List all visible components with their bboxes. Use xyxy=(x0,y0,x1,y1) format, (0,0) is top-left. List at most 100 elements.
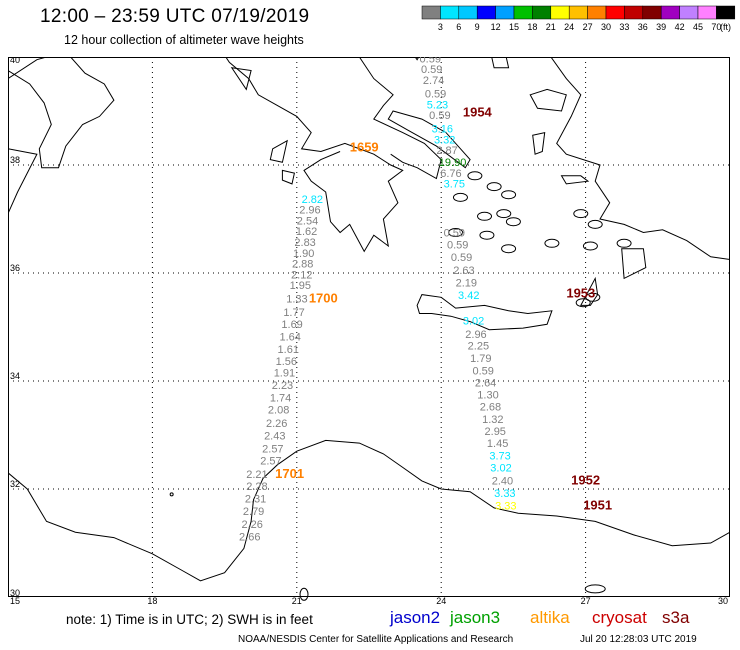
page-title: 12:00 – 23:59 UTC 07/19/2019 xyxy=(40,6,310,27)
generated-time: Jul 20 12:28:03 UTC 2019 xyxy=(580,634,697,645)
wave-height-value: 1.30 xyxy=(477,389,498,401)
wave-height-value: 2.31 xyxy=(245,494,266,506)
color-scale-bar xyxy=(421,5,736,20)
aegean-island xyxy=(479,230,495,240)
legend-item-cryosat: cryosat xyxy=(592,608,647,627)
evia-coast xyxy=(387,110,471,169)
wave-height-value: 2.66 xyxy=(239,531,260,543)
crete-coast xyxy=(416,294,553,331)
wave-height-value: 3.32 xyxy=(434,134,455,146)
pass-time-label: 1954 xyxy=(463,104,493,119)
aegean-island xyxy=(467,171,483,181)
wave-height-value: 19.90 xyxy=(439,157,467,169)
lat-tick-label: 30 xyxy=(10,588,20,598)
color-scale-tick-label: 30 xyxy=(600,22,611,32)
wave-height-value: 2.25 xyxy=(468,341,489,353)
color-scale-swatch xyxy=(697,5,717,20)
color-scale-tick-label: 27 xyxy=(582,22,593,32)
wave-height-value: 1.32 xyxy=(482,414,503,426)
aegean-island xyxy=(587,219,603,229)
aegean-island xyxy=(477,211,493,221)
color-scale-swatch xyxy=(495,5,515,20)
legend-item-s3a: s3a xyxy=(662,608,690,627)
color-scale-tick-label: 15 xyxy=(508,22,519,32)
color-scale-swatch xyxy=(440,5,460,20)
color-scale-swatch xyxy=(458,5,478,20)
lesbos-coast xyxy=(529,88,567,112)
map-frame xyxy=(8,57,730,597)
wave-height-value: 2.87 xyxy=(436,145,457,157)
satellite-track: 0.590.592.740.595.230.593.163.322.8719.9… xyxy=(420,57,517,513)
lat-tick-label: 34 xyxy=(10,371,20,381)
wave-height-value: 1.79 xyxy=(470,353,491,365)
credit-line: NOAA/NESDIS Center for Satellite Applica… xyxy=(238,634,514,645)
page-subtitle: 12 hour collection of altimeter wave hei… xyxy=(64,33,304,47)
wave-height-value: 1.64 xyxy=(279,332,300,344)
aegean-island xyxy=(505,217,521,227)
wave-height-value: 0.59 xyxy=(425,89,446,101)
wave-height-value: 2.95 xyxy=(485,426,506,438)
color-scale-swatch xyxy=(550,5,570,20)
wave-height-value: 2.57 xyxy=(262,443,283,455)
color-scale-tick-label: 21 xyxy=(545,22,556,32)
color-scale-swatch xyxy=(716,5,736,20)
color-scale-tick-label: 39 xyxy=(656,22,667,32)
lat-tick-label: 36 xyxy=(10,263,20,273)
aegean-island xyxy=(448,228,464,237)
turkey-west-coast xyxy=(550,57,730,260)
color-scale-tick-label: 9 xyxy=(474,22,480,32)
karpathos-coast xyxy=(579,276,599,306)
color-scale-tick-label: 24 xyxy=(564,22,575,32)
wave-height-value: 3.33 xyxy=(494,488,515,500)
wave-height-value: 2.21 xyxy=(246,469,267,481)
wave-height-value: 0.59 xyxy=(429,110,450,122)
satellite-track: 2.822.962.541.622.831.902.882.121.95 1.33… xyxy=(260,194,338,468)
wave-height-value: 3.02 xyxy=(463,315,484,327)
lon-tick-label: 30 xyxy=(718,596,728,605)
lat-tick-label: 38 xyxy=(10,155,20,165)
zakynthos-coast xyxy=(281,169,295,185)
wave-height-value: 1.33 xyxy=(286,294,307,306)
lon-tick-label: 18 xyxy=(147,596,157,605)
aegean-island xyxy=(452,192,468,202)
color-scale-swatch xyxy=(476,5,496,20)
wave-height-value: 3.75 xyxy=(444,179,465,191)
aegean-island xyxy=(496,209,512,219)
kefalonia-coast xyxy=(269,139,288,163)
wave-height-value: 2.74 xyxy=(423,75,444,87)
lon-tick-label: 21 xyxy=(292,596,302,605)
lat-tick-label: 40 xyxy=(10,57,20,65)
coastal-feature xyxy=(169,492,174,497)
rhodes-coast xyxy=(621,248,647,280)
wave-height-value: 0.59 xyxy=(420,57,441,65)
wave-height-value: 2.83 xyxy=(294,237,315,249)
aegean-island xyxy=(501,244,517,254)
color-scale-swatch xyxy=(532,5,552,20)
wave-height-value: 2.57 xyxy=(260,456,281,468)
wave-height-value: 1.69 xyxy=(281,319,302,331)
wave-height-value: 2.96 xyxy=(465,329,486,341)
wave-height-value: 1.90 xyxy=(293,248,314,260)
color-scale-tick-label: 45 xyxy=(692,22,703,32)
wave-height-value: 2.82 xyxy=(302,194,323,206)
color-scale-tick-label: 6 xyxy=(456,22,462,32)
aegean-island xyxy=(544,238,560,248)
color-scale-swatch xyxy=(660,5,680,20)
lemnos-coast xyxy=(491,57,510,69)
graticule xyxy=(8,57,730,597)
wave-height-value: 1.61 xyxy=(278,344,299,356)
lat-tick-label: 32 xyxy=(10,479,20,489)
wave-height-value: 1.74 xyxy=(270,393,291,405)
coastal-feature xyxy=(584,584,606,594)
wave-height-value: 2.23 xyxy=(272,380,293,392)
coastal-feature xyxy=(299,587,309,601)
wave-height-value: 2.64 xyxy=(475,377,496,389)
wave-height-value: 2.68 xyxy=(480,402,501,414)
wave-height-value: 3.33 xyxy=(495,501,516,513)
wave-height-value: 5.23 xyxy=(427,99,448,111)
wave-height-value: 2.96 xyxy=(299,205,320,217)
color-scale-tick-label: 12 xyxy=(490,22,501,32)
aegean-island xyxy=(616,238,632,248)
